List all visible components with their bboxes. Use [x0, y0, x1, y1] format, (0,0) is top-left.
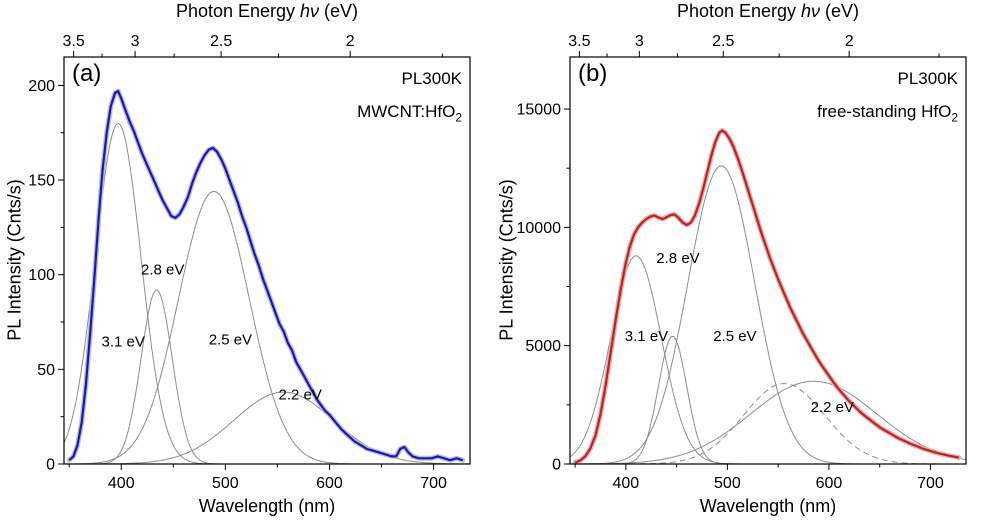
plot-frame — [569, 56, 967, 465]
legend-box: PL300K free-standing HfO2 — [817, 62, 958, 134]
fit-sum-curve — [572, 127, 962, 464]
plot-frame — [63, 56, 471, 465]
fit-component-curve — [570, 383, 966, 464]
x-tick-label: 600 — [316, 475, 343, 492]
hv-italic: hν — [300, 1, 320, 21]
x-tick-label: 500 — [714, 475, 741, 492]
component-label: 2.2 eV — [811, 399, 854, 416]
y-tick-label: 10000 — [517, 220, 562, 237]
component-label: 2.5 eV — [713, 328, 756, 345]
y-tick-label: 150 — [28, 173, 55, 190]
measured-curve — [574, 129, 960, 464]
legend-line1: PL300K — [897, 69, 959, 88]
fit-component-curve — [570, 165, 966, 464]
x-tick-label: 400 — [612, 475, 639, 492]
y-axis-title: PL Intensity (Cnts/s) — [496, 179, 517, 341]
legend-line2: MWCNT:HfO2 — [357, 95, 462, 134]
legend-line2-main: MWCNT:HfO — [357, 102, 456, 121]
fit-sum-curve — [66, 88, 466, 463]
top-tick-label: 3 — [635, 33, 644, 50]
component-label: 2.8 eV — [656, 250, 699, 267]
component-label: 3.1 eV — [102, 334, 145, 351]
top-axis-title-prefix: Photon Energy — [175, 1, 301, 21]
x-tick-label: 400 — [108, 475, 135, 492]
top-axis-title-suffix: (eV) — [319, 1, 359, 21]
fit-component-curve — [570, 336, 966, 464]
panel-a-plot: 3.1 eV 2.8 eV 2.5 eV 2.2 eV 400 500 600 700 0 50 1… — [28, 33, 471, 492]
fit-component-curve — [64, 289, 470, 464]
y-tick-label: 5000 — [525, 338, 561, 355]
panel-a: 3.1 eV 2.8 eV 2.5 eV 2.2 eV 400 500 600 700 0 50 1… — [0, 0, 491, 528]
x-axis-title: Wavelength (nm) — [198, 496, 336, 516]
component-label: 2.5 eV — [209, 332, 252, 349]
y-tick-label: 15000 — [517, 102, 562, 119]
measured-curve — [68, 90, 464, 462]
top-axis-title-prefix: Photon Energy — [676, 1, 802, 21]
legend-line2-sub: 2 — [455, 110, 462, 125]
top-tick-label: 3.5 — [568, 33, 590, 50]
hv-italic: hν — [801, 1, 821, 21]
curves-group — [64, 88, 470, 464]
legend-line2-sub: 2 — [951, 110, 958, 125]
panel-label: (b) — [578, 60, 608, 87]
panel-label: (a) — [72, 60, 102, 87]
top-axis-title-suffix: (eV) — [820, 1, 860, 21]
top-tick-label: 2.5 — [210, 33, 232, 50]
x-tick-label: 700 — [420, 475, 447, 492]
x-axis-title: Wavelength (nm) — [699, 496, 837, 516]
top-tick-label: 2 — [346, 33, 355, 50]
panel-b-plot: 3.1 eV 2.8 eV 2.5 eV 2.2 eV 400 500 600 700 0 500… — [517, 33, 967, 492]
fit-component-curve — [570, 255, 966, 464]
top-tick-label: 2 — [845, 33, 854, 50]
legend-box: PL300K MWCNT:HfO2 — [357, 62, 462, 134]
fit-component-curve — [64, 190, 470, 464]
fit-component-curve — [64, 122, 470, 464]
legend-line2-main: free-standing HfO — [817, 102, 952, 121]
component-label: 2.2 eV — [279, 387, 322, 404]
y-tick-label: 50 — [37, 362, 55, 379]
top-axis-title: Photon Energy hν (eV) — [176, 1, 358, 22]
component-label: 2.8 eV — [141, 262, 184, 279]
y-tick-label: 200 — [28, 78, 55, 95]
top-tick-label: 2.5 — [712, 33, 734, 50]
top-tick-label: 3.5 — [62, 33, 84, 50]
fit-component-curve — [64, 391, 470, 464]
panel-b: 3.1 eV 2.8 eV 2.5 eV 2.2 eV 400 500 600 700 0 500… — [492, 0, 983, 528]
y-tick-label: 0 — [46, 457, 55, 474]
y-tick-label: 0 — [552, 457, 561, 474]
curves-group — [570, 127, 966, 464]
x-tick-label: 600 — [816, 475, 843, 492]
top-axis-title: Photon Energy hν (eV) — [677, 1, 859, 22]
y-axis-title: PL Intensity (Cnts/s) — [4, 179, 25, 341]
x-tick-label: 500 — [212, 475, 239, 492]
x-tick-label: 700 — [917, 475, 944, 492]
top-tick-label: 3 — [131, 33, 140, 50]
y-tick-label: 100 — [28, 267, 55, 284]
component-label: 3.1 eV — [625, 328, 668, 345]
fit-component-curve — [570, 380, 966, 464]
legend-line1: PL300K — [401, 69, 463, 88]
legend-line2: free-standing HfO2 — [817, 95, 958, 134]
